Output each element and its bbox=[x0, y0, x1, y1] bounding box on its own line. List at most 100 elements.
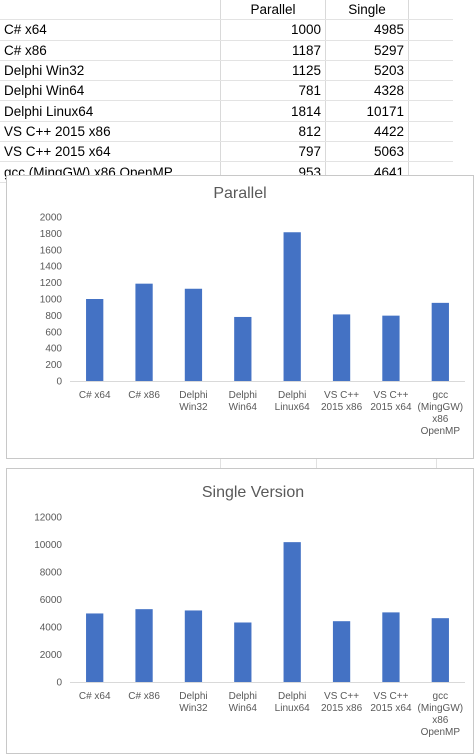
header-cell-label[interactable] bbox=[0, 0, 221, 21]
y-tick-label: 1800 bbox=[40, 229, 63, 240]
empty-cell[interactable] bbox=[408, 0, 453, 21]
x-category-label-line: gcc bbox=[433, 390, 449, 401]
x-category-label: C# x86 bbox=[128, 691, 160, 702]
single-version-chart[interactable]: Single Version 0 2000 4000 6000 8000 10000 120… bbox=[6, 468, 474, 754]
x-category-label-line: x86 bbox=[432, 715, 449, 726]
empty-cell[interactable] bbox=[408, 141, 453, 163]
y-tick-label: 6000 bbox=[40, 595, 63, 606]
cell-single[interactable]: 5297 bbox=[325, 40, 409, 61]
cell-single[interactable]: 4422 bbox=[325, 121, 409, 143]
cell-single[interactable]: 4328 bbox=[325, 80, 409, 102]
bar[interactable] bbox=[382, 315, 400, 381]
y-tick-label: 400 bbox=[45, 344, 62, 355]
cell-single[interactable]: 4985 bbox=[325, 19, 409, 41]
empty-cell[interactable] bbox=[408, 121, 453, 143]
x-category-label-line: Delphi bbox=[278, 691, 306, 702]
data-table: Parallel Single C# x64 1000 4985 C# x86 … bbox=[0, 0, 453, 183]
header-cell-parallel[interactable]: Parallel bbox=[220, 0, 326, 21]
cell-parallel[interactable]: 1814 bbox=[220, 100, 326, 122]
table-row: VS C++ 2015 x86 812 4422 bbox=[0, 121, 453, 143]
x-category-label-line: (MingGW) bbox=[418, 703, 464, 714]
y-tick-label: 0 bbox=[56, 678, 62, 689]
cell-parallel[interactable]: 1187 bbox=[220, 40, 326, 61]
bar[interactable] bbox=[234, 316, 252, 381]
y-tick-label: 800 bbox=[45, 311, 62, 322]
x-category-label-line: C# x86 bbox=[128, 390, 160, 401]
x-category-label-line: x86 bbox=[432, 414, 449, 425]
cell-parallel[interactable]: 797 bbox=[220, 141, 326, 163]
bar[interactable] bbox=[431, 302, 449, 381]
table-row: Delphi Linux64 1814 10171 bbox=[0, 100, 453, 122]
parallel-chart[interactable]: Parallel 0 200 400 600 800 1000 1200 1400 1600 18… bbox=[6, 175, 474, 459]
y-tick-label: 2000 bbox=[40, 213, 63, 224]
cell-label[interactable]: C# x86 bbox=[0, 40, 221, 61]
x-category-label-line: Delphi bbox=[179, 691, 207, 702]
chart-title: Single Version bbox=[202, 484, 304, 501]
x-category-label-line: gcc bbox=[433, 691, 449, 702]
x-category-label-line: (MingGW) bbox=[418, 402, 464, 413]
bar[interactable] bbox=[332, 314, 351, 381]
cell-label[interactable]: C# x64 bbox=[0, 19, 221, 41]
empty-cell[interactable] bbox=[408, 80, 453, 102]
x-category-label-line: VS C++ bbox=[324, 390, 359, 401]
cell-single[interactable]: 10171 bbox=[325, 100, 409, 122]
x-category-label: Delphi Win64 bbox=[229, 691, 258, 714]
bar[interactable] bbox=[283, 232, 301, 381]
cell-single[interactable]: 5203 bbox=[325, 60, 409, 82]
empty-cell[interactable] bbox=[408, 19, 453, 41]
bar[interactable] bbox=[135, 283, 153, 381]
x-category-label-line: OpenMP bbox=[421, 727, 461, 738]
x-category-label: gcc (MingGW) x86 OpenMP bbox=[418, 390, 464, 437]
bar[interactable] bbox=[234, 622, 252, 682]
empty-cell[interactable] bbox=[408, 100, 453, 122]
single-version-chart-svg: Single Version 0 2000 4000 6000 8000 10000 120… bbox=[34, 484, 465, 738]
cell-label[interactable]: Delphi Win64 bbox=[0, 80, 221, 102]
cell-label[interactable]: VS C++ 2015 x64 bbox=[0, 141, 221, 163]
bar[interactable] bbox=[332, 621, 351, 682]
cell-parallel[interactable]: 1125 bbox=[220, 60, 326, 82]
x-category-label-line: Delphi bbox=[278, 390, 306, 401]
x-category-label-line: Win32 bbox=[179, 402, 208, 413]
cell-parallel[interactable]: 781 bbox=[220, 80, 326, 102]
bar[interactable] bbox=[382, 612, 400, 682]
table-row: Delphi Win32 1125 5203 bbox=[0, 60, 453, 82]
x-category-label-line: Linux64 bbox=[275, 703, 310, 714]
cell-single[interactable]: 5063 bbox=[325, 141, 409, 163]
bar[interactable] bbox=[184, 288, 203, 381]
bar[interactable] bbox=[135, 609, 153, 682]
y-tick-label: 1200 bbox=[40, 278, 63, 289]
y-tick-label: 12000 bbox=[34, 513, 62, 524]
cell-label[interactable]: VS C++ 2015 x86 bbox=[0, 121, 221, 143]
x-category-label-line: C# x64 bbox=[79, 691, 111, 702]
x-category-label: Delphi Win64 bbox=[229, 390, 258, 413]
x-category-label-line: 2015 x64 bbox=[370, 703, 412, 714]
x-category-label: Delphi Linux64 bbox=[275, 390, 310, 413]
x-category-label-line: OpenMP bbox=[421, 426, 461, 437]
gridline bbox=[316, 175, 317, 752]
cell-label[interactable]: Delphi Win32 bbox=[0, 60, 221, 82]
empty-cell[interactable] bbox=[408, 40, 453, 61]
x-category-label: Delphi Win32 bbox=[179, 390, 208, 413]
bar[interactable] bbox=[86, 299, 104, 381]
x-category-label-line: Delphi bbox=[179, 390, 207, 401]
gridline bbox=[220, 175, 221, 752]
bar[interactable] bbox=[184, 610, 203, 682]
table-row: C# x64 1000 4985 bbox=[0, 19, 453, 41]
y-tick-label: 1600 bbox=[40, 245, 63, 256]
cell-parallel[interactable]: 1000 bbox=[220, 19, 326, 41]
bar[interactable] bbox=[86, 613, 104, 682]
cell-parallel[interactable]: 812 bbox=[220, 121, 326, 143]
x-category-label: C# x64 bbox=[79, 691, 111, 702]
empty-cell[interactable] bbox=[408, 60, 453, 82]
y-tick-label: 4000 bbox=[40, 623, 63, 634]
bar[interactable] bbox=[283, 542, 301, 682]
header-cell-single[interactable]: Single bbox=[325, 0, 409, 21]
x-category-label-line: Linux64 bbox=[275, 402, 310, 413]
x-category-label-line: VS C++ bbox=[373, 691, 408, 702]
cell-label[interactable]: Delphi Linux64 bbox=[0, 100, 221, 122]
y-tick-label: 2000 bbox=[40, 650, 63, 661]
table-header-row: Parallel Single bbox=[0, 0, 453, 21]
x-category-label: VS C++ 2015 x86 bbox=[321, 691, 363, 714]
bar[interactable] bbox=[431, 618, 449, 682]
y-tick-label: 0 bbox=[56, 377, 62, 388]
